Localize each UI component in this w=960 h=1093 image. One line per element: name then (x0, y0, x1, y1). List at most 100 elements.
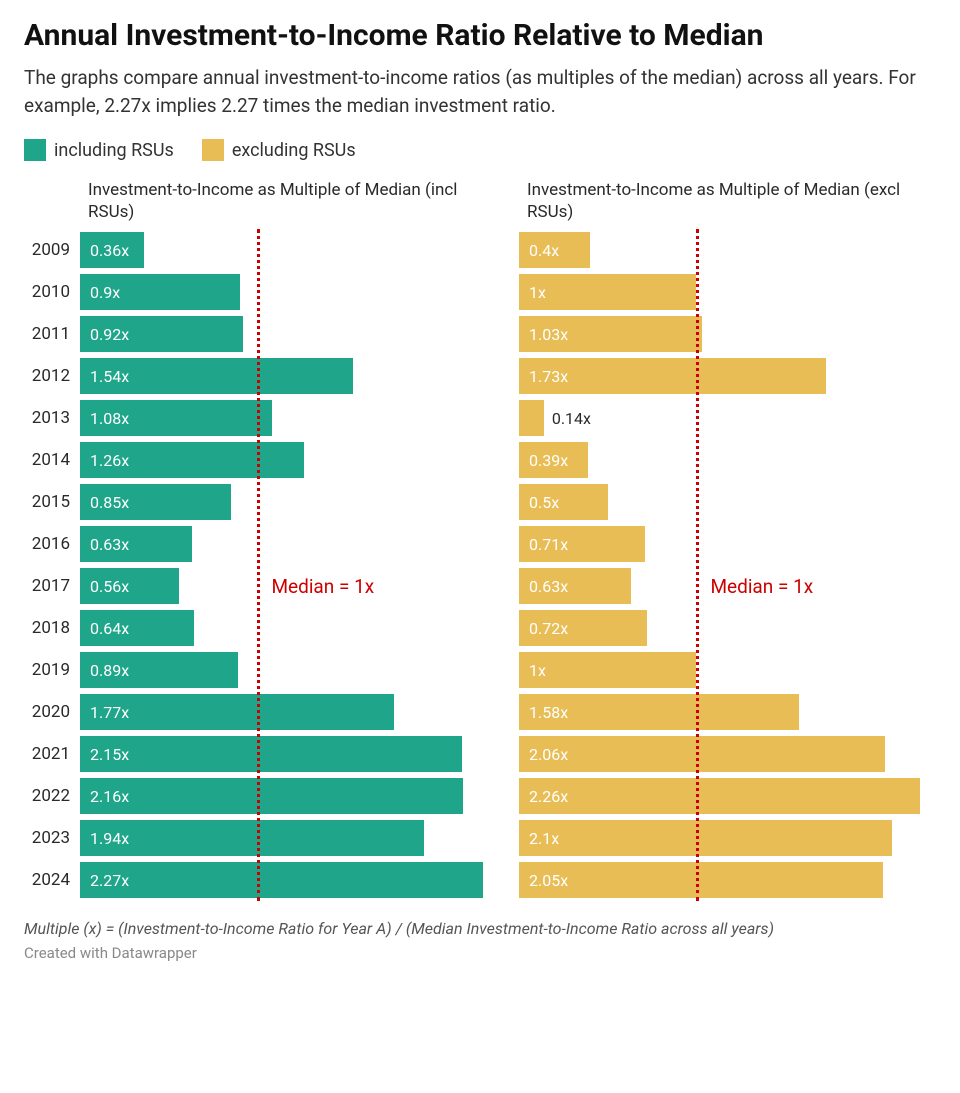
bar-track: 0.5x (519, 481, 936, 523)
bar: 1.08x (80, 400, 272, 436)
bar: 1.54x (80, 358, 353, 394)
bar-value-label: 1.03x (519, 325, 568, 344)
bar-row: 2.15x (80, 733, 497, 775)
year-label: 2013 (24, 397, 80, 439)
legend-item-including: including RSUs (24, 139, 174, 161)
left-chart-header: Investment-to-Income as Multiple of Medi… (80, 179, 497, 223)
bar: 0.63x (519, 568, 631, 604)
median-line (257, 229, 260, 901)
year-label: 2022 (24, 775, 80, 817)
bar-track: 1.73x (519, 355, 936, 397)
bar: 1.03x (519, 316, 702, 352)
bar-row: 1.77x (80, 691, 497, 733)
bar-track: 1x (519, 271, 936, 313)
chart-container: Annual Investment-to-Income Ratio Relati… (0, 0, 960, 986)
bar-row: 0.5x (519, 481, 936, 523)
bar: 0.36x (80, 232, 144, 268)
bar-row: 1.58x (519, 691, 936, 733)
bar: 1.73x (519, 358, 826, 394)
right-chart: Investment-to-Income as Multiple of Medi… (519, 179, 936, 901)
bar-row: 1.73x (519, 355, 936, 397)
chart-title: Annual Investment-to-Income Ratio Relati… (24, 18, 936, 54)
legend-label-including: including RSUs (54, 140, 174, 161)
bar-track: 2.15x (80, 733, 497, 775)
bar: 2.16x (80, 778, 463, 814)
year-label: 2020 (24, 691, 80, 733)
bar-track: 1.08x (80, 397, 497, 439)
bar-row: 0.14x (519, 397, 936, 439)
bar-value-label: 0.63x (519, 577, 568, 596)
bar-row: 0.72x (519, 607, 936, 649)
bar: 0.72x (519, 610, 647, 646)
bar-track: 0.71x (519, 523, 936, 565)
bar-row: 0.63x (80, 523, 497, 565)
bar-row: 0.36x (80, 229, 497, 271)
bar-track: 0.39x (519, 439, 936, 481)
bar-row: 2.27x (80, 859, 497, 901)
bar-row: 0.71x (519, 523, 936, 565)
bar-track: 1.54x (80, 355, 497, 397)
bar: 1x (519, 652, 696, 688)
bar-value-label: 0.4x (519, 241, 559, 260)
bar-value-label: 0.89x (80, 661, 129, 680)
bar-row: 2.05x (519, 859, 936, 901)
bar-value-label: 1.94x (80, 829, 129, 848)
bar: 0.9x (80, 274, 240, 310)
bar-track: 1.26x (80, 439, 497, 481)
bar-row: 0.39x (519, 439, 936, 481)
bar-value-label: 0.72x (519, 619, 568, 638)
bar: 0.64x (80, 610, 194, 646)
bar-track: 0.14x (519, 397, 936, 439)
chart-subtitle: The graphs compare annual investment-to-… (24, 64, 936, 119)
bar-track: 1.58x (519, 691, 936, 733)
bar: 0.71x (519, 526, 645, 562)
bar-row: 1x (519, 271, 936, 313)
bar-row: 0.92x (80, 313, 497, 355)
year-label: 2024 (24, 859, 80, 901)
bar-track: 0.4x (519, 229, 936, 271)
bar-row: 0.9x (80, 271, 497, 313)
bar-track: 1x (519, 649, 936, 691)
year-label: 2009 (24, 229, 80, 271)
bar-value-label: 2.1x (519, 829, 559, 848)
bar-track: 1.03x (519, 313, 936, 355)
bar-track: 2.1x (519, 817, 936, 859)
bar-row: 1.08x (80, 397, 497, 439)
legend-swatch-excluding (202, 139, 224, 161)
bar-value-label: 1x (519, 283, 546, 302)
bar-track: 2.06x (519, 733, 936, 775)
bar-track: 0.9x (80, 271, 497, 313)
bar-value-label: 0.85x (80, 493, 129, 512)
bar: 2.27x (80, 862, 483, 898)
bar (519, 400, 544, 436)
year-label: 2011 (24, 313, 80, 355)
legend-item-excluding: excluding RSUs (202, 139, 356, 161)
bar: 0.89x (80, 652, 238, 688)
year-label: 2015 (24, 481, 80, 523)
bar: 0.39x (519, 442, 588, 478)
bar-track: 0.36x (80, 229, 497, 271)
bar-value-label: 0.63x (80, 535, 129, 554)
median-label: Median = 1x (710, 575, 813, 598)
bar-track: 0.85x (80, 481, 497, 523)
right-chart-header: Investment-to-Income as Multiple of Medi… (519, 179, 936, 223)
bar-row: 2.16x (80, 775, 497, 817)
bar-value-label: 1.26x (80, 451, 129, 470)
bar-track: 2.05x (519, 859, 936, 901)
bar-value-label: 0.64x (80, 619, 129, 638)
chart-gap (497, 179, 519, 901)
bar-value-label: 1x (519, 661, 546, 680)
legend-swatch-including (24, 139, 46, 161)
bar-value-label: 2.05x (519, 871, 568, 890)
bar-value-label: 0.39x (519, 451, 568, 470)
bar: 1.77x (80, 694, 394, 730)
bar: 2.06x (519, 736, 885, 772)
year-label: 2014 (24, 439, 80, 481)
bar-row: 1.94x (80, 817, 497, 859)
bar-value-label: 2.26x (519, 787, 568, 806)
bar-value-label: 2.16x (80, 787, 129, 806)
left-chart: Investment-to-Income as Multiple of Medi… (80, 179, 497, 901)
legend: including RSUs excluding RSUs (24, 139, 936, 161)
year-label: 2018 (24, 607, 80, 649)
bar: 0.5x (519, 484, 608, 520)
